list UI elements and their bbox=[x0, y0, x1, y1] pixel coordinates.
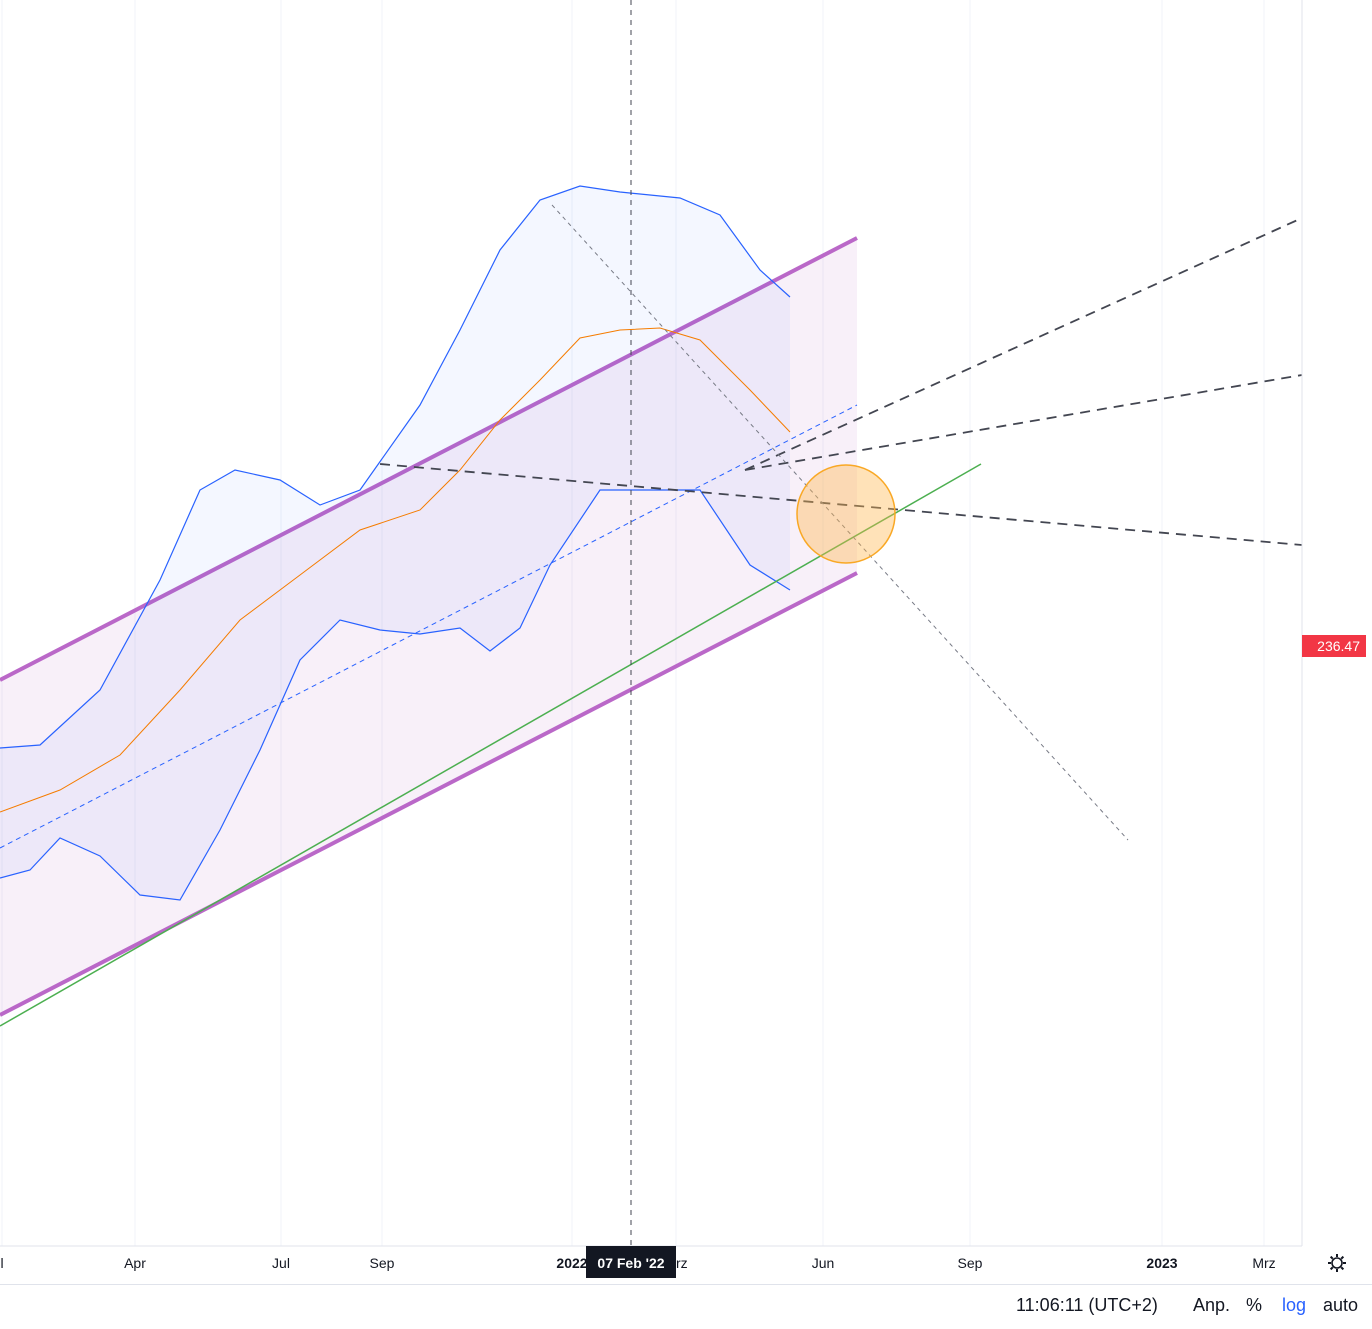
trendlines bbox=[0, 0, 1303, 1246]
grid bbox=[1, 0, 1265, 1246]
clock-label: 11:06:11 (UTC+2) bbox=[1016, 1295, 1158, 1315]
gear-tooth bbox=[1340, 1255, 1345, 1260]
bollinger-fill bbox=[0, 186, 790, 900]
price-axis[interactable]: 460.00440.00420.00400.00380.00360.00340.… bbox=[1252, 0, 1372, 1284]
percent-scale-button[interactable]: % bbox=[1246, 1295, 1263, 1315]
channel-fill bbox=[0, 238, 857, 1015]
channel-lower-line bbox=[0, 571, 858, 1017]
moving-average-line bbox=[0, 327, 791, 813]
crosshair-date-badge bbox=[586, 1246, 676, 1278]
gear-tooth bbox=[1340, 1266, 1345, 1271]
time-tick-label: Jul bbox=[272, 1255, 290, 1271]
gear-icon bbox=[1331, 1257, 1343, 1269]
bollinger-lower bbox=[0, 489, 791, 901]
resistance-dashed-line bbox=[379, 463, 1303, 546]
bollinger-upper bbox=[0, 185, 791, 749]
fib-diagonal bbox=[551, 204, 1129, 841]
trend-channel bbox=[0, 236, 858, 1017]
gear-tooth bbox=[1329, 1266, 1334, 1271]
gear-tooth bbox=[1329, 1255, 1334, 1260]
time-tick-label: Mrz bbox=[1252, 1255, 1275, 1271]
channel-median-line bbox=[0, 404, 858, 849]
time-tick-label: 2023 bbox=[1146, 1255, 1177, 1271]
adjust-button[interactable]: Anp. bbox=[1193, 1295, 1231, 1315]
bollinger-bands bbox=[0, 185, 791, 901]
log-scale-button[interactable]: log bbox=[1282, 1295, 1307, 1315]
support-trendline bbox=[0, 463, 982, 1027]
time-tick-label: 2022 bbox=[556, 1255, 587, 1271]
fan-line-lower bbox=[744, 374, 1303, 471]
time-axis[interactable]: lAprJulSep2022MrzJunSep2023Mrz07 Feb '22 bbox=[0, 1245, 1372, 1284]
time-tick-label: l bbox=[0, 1255, 3, 1271]
price-chart[interactable]: 1(374.91)0.786(335.85)0.618(305.19)0.5(2… bbox=[0, 0, 1372, 1284]
highlight-circle bbox=[796, 464, 896, 564]
time-tick-label: Apr bbox=[124, 1255, 146, 1271]
time-tick-label: Sep bbox=[958, 1255, 983, 1271]
status-bar: 11:06:11 (UTC+2) Anp. % log auto bbox=[0, 1284, 1372, 1329]
marked-price-label: 236.47 bbox=[1317, 638, 1360, 654]
time-axis-bg bbox=[0, 1246, 1372, 1284]
auto-scale-button[interactable]: auto bbox=[1323, 1295, 1359, 1315]
time-tick-label: Jun bbox=[812, 1255, 835, 1271]
marked-price-badge bbox=[1302, 635, 1366, 657]
crosshair-date-label: 07 Feb '22 bbox=[597, 1255, 664, 1271]
channel-upper-line bbox=[0, 236, 858, 682]
time-tick-label: Sep bbox=[370, 1255, 395, 1271]
